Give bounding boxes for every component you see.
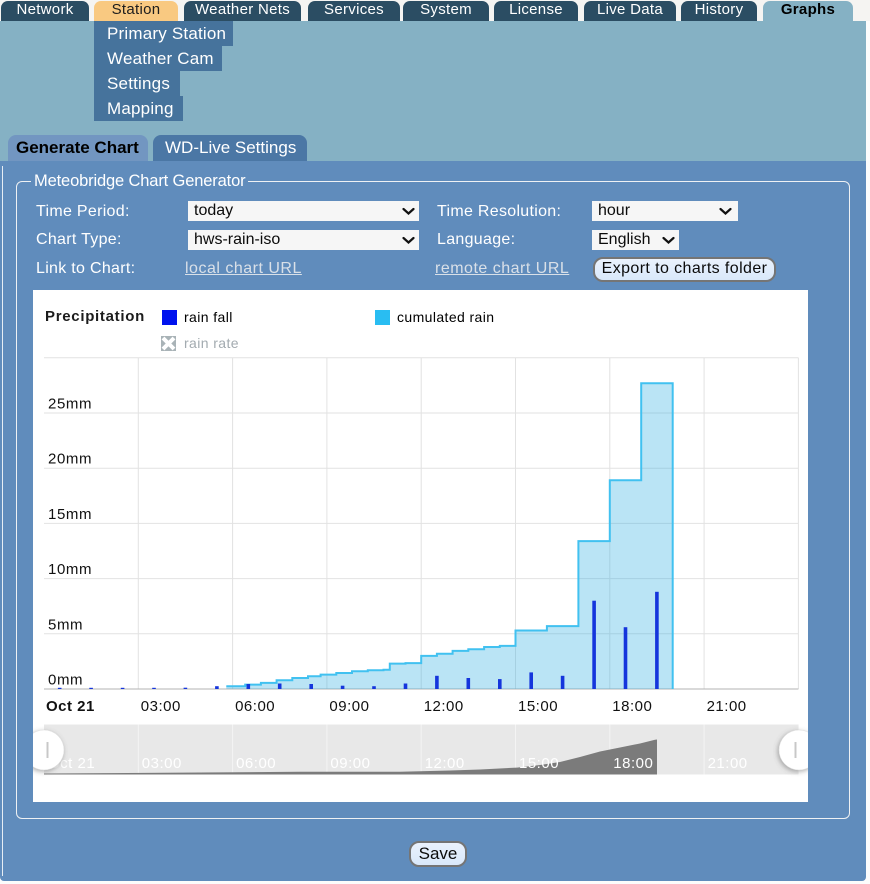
svg-text:15:00: 15:00 <box>518 698 558 715</box>
svg-text:20mm: 20mm <box>48 451 92 468</box>
svg-text:10mm: 10mm <box>48 561 92 578</box>
svg-text:12:00: 12:00 <box>424 698 464 715</box>
svg-text:5mm: 5mm <box>48 616 83 633</box>
svg-text:15mm: 15mm <box>48 506 92 523</box>
svg-text:0mm: 0mm <box>48 672 83 689</box>
svg-text:15:00: 15:00 <box>519 755 559 772</box>
svg-text:cumulated rain: cumulated rain <box>397 309 494 325</box>
svg-text:06:00: 06:00 <box>236 755 276 772</box>
svg-text:09:00: 09:00 <box>329 698 369 715</box>
svg-text:09:00: 09:00 <box>330 755 370 772</box>
svg-text:21:00: 21:00 <box>707 698 747 715</box>
svg-text:18:00: 18:00 <box>613 755 653 772</box>
svg-text:18:00: 18:00 <box>612 698 652 715</box>
svg-text:Oct 21: Oct 21 <box>46 698 95 715</box>
svg-text:21:00: 21:00 <box>708 755 748 772</box>
svg-text:12:00: 12:00 <box>425 755 465 772</box>
svg-text:rain fall: rain fall <box>184 309 233 325</box>
svg-text:Precipitation: Precipitation <box>45 308 145 325</box>
svg-text:06:00: 06:00 <box>235 698 275 715</box>
svg-text:25mm: 25mm <box>48 396 92 413</box>
svg-text:rain rate: rain rate <box>184 335 239 351</box>
svg-text:03:00: 03:00 <box>142 755 182 772</box>
svg-text:03:00: 03:00 <box>141 698 181 715</box>
